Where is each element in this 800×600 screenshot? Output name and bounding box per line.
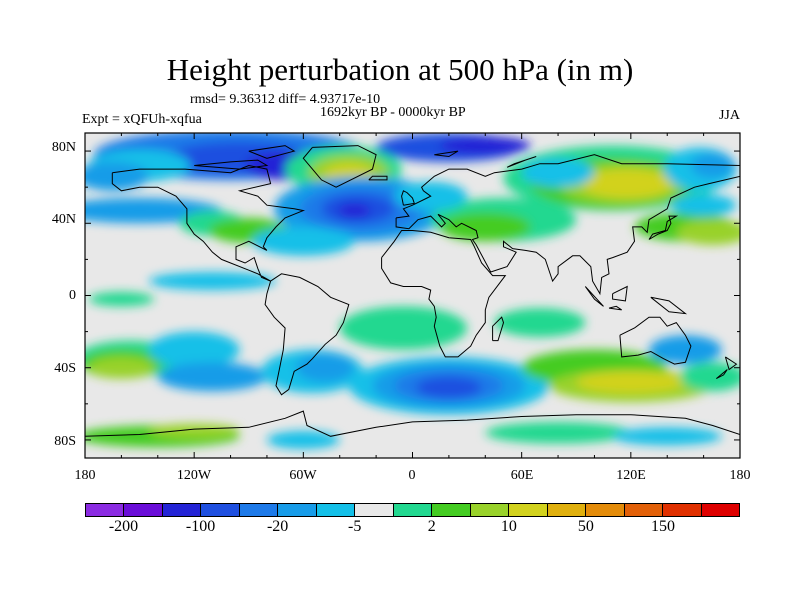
field-contour-region	[148, 331, 240, 368]
field-contour-region	[266, 430, 340, 449]
field-contour-region	[88, 291, 155, 307]
colorbar-box	[201, 504, 240, 516]
colorbar-label: -200	[108, 518, 139, 535]
lat-label-40n: 40N	[51, 212, 76, 227]
coastline	[492, 316, 505, 342]
colorbar-box	[586, 504, 625, 516]
coastline	[111, 164, 306, 282]
colorbar	[85, 503, 740, 517]
lat-label-0: 0	[69, 288, 76, 303]
field-contour-region	[296, 353, 355, 383]
field-contour-region	[252, 226, 355, 256]
coastline	[85, 410, 740, 437]
coastline	[612, 285, 628, 302]
colorbar-label: -20	[266, 518, 289, 535]
field-contour-region	[670, 194, 737, 217]
colorbar-box	[393, 504, 433, 516]
colorbar-box	[624, 504, 664, 516]
coastline	[648, 215, 679, 240]
experiment-label: Expt = xQFUh-xqfua	[82, 112, 202, 127]
field-contour-region	[676, 219, 740, 245]
field-contour-region	[494, 308, 586, 338]
colorbar-label: -5	[348, 518, 362, 535]
coastline	[434, 150, 459, 158]
coastline	[506, 156, 537, 168]
coastline	[584, 286, 604, 307]
colorbar-label: 10	[500, 518, 517, 535]
coastline	[401, 190, 415, 206]
field-contour-region	[148, 423, 240, 439]
lat-label-80n: 80N	[51, 140, 76, 155]
lat-label-80s: 80S	[54, 434, 76, 449]
coastline	[650, 296, 688, 315]
period-text: 1692kyr BP - 0000kyr BP	[320, 105, 466, 120]
field-contour-region	[576, 371, 686, 393]
map-title: Height perturbation at 500 hPa (in m)	[166, 52, 634, 87]
field-contour-region	[339, 306, 468, 350]
coastline	[368, 175, 388, 181]
colorbar-label: 50	[577, 518, 594, 535]
colorbar-box	[509, 504, 548, 516]
height-field	[85, 133, 740, 449]
field-contour-region	[612, 427, 722, 446]
coastline	[608, 305, 622, 311]
lon-label-0: 0	[408, 468, 416, 483]
field-contour-region	[581, 169, 673, 198]
colorbar-box	[470, 504, 510, 516]
lon-label-60e: 60E	[510, 468, 534, 483]
lon-label-60w: 60W	[289, 468, 317, 483]
colorbar-box	[316, 504, 356, 516]
colorbar-label: 2	[427, 518, 436, 535]
stats-text: rmsd= 9.36312 diff= 4.93717e-10	[190, 92, 381, 107]
field-contour-region	[416, 376, 482, 399]
colorbar-box	[355, 504, 394, 516]
colorbar-box	[432, 504, 471, 516]
lon-label-120w: 120W	[176, 468, 212, 483]
colorbar-box	[547, 504, 587, 516]
field-contour-region	[649, 335, 722, 365]
lon-label-180w: 180	[74, 468, 96, 483]
coastline	[715, 369, 728, 380]
field-contour-region	[337, 203, 371, 218]
field-contour-region	[485, 421, 631, 444]
coastline	[302, 145, 377, 188]
coastline	[381, 230, 507, 358]
coastline	[264, 273, 350, 396]
colorbar-box	[239, 504, 279, 516]
colorbar-label: -100	[185, 518, 216, 535]
colorbar-box	[86, 504, 125, 516]
coastline	[194, 159, 269, 170]
field-contour-region	[439, 136, 531, 155]
coastline	[395, 154, 740, 296]
colorbar-box	[162, 504, 202, 516]
coastline	[724, 356, 738, 371]
season-label: JJA	[718, 108, 740, 123]
field-contour-region	[679, 362, 740, 392]
coastlines	[85, 145, 740, 437]
lat-label-40s: 40S	[54, 361, 76, 376]
colorbar-box	[124, 504, 163, 516]
map-field	[85, 133, 740, 458]
field-contour-region	[157, 362, 267, 392]
colorbar-box	[701, 504, 739, 516]
field-contour-region	[88, 356, 155, 379]
coastline	[248, 145, 296, 159]
field-contour-region	[148, 272, 277, 291]
lon-label-180e: 180	[729, 468, 751, 483]
colorbar-box	[278, 504, 317, 516]
axis-ticks	[84, 133, 741, 458]
coastline	[619, 316, 692, 365]
field-contour-region	[439, 212, 531, 242]
lon-label-120e: 120E	[616, 468, 646, 483]
field-contour-region	[521, 158, 595, 188]
field-contour-region	[690, 152, 735, 179]
field-contour-region	[85, 161, 149, 191]
colorbar-label: 150	[650, 518, 675, 535]
colorbar-box	[663, 504, 702, 516]
